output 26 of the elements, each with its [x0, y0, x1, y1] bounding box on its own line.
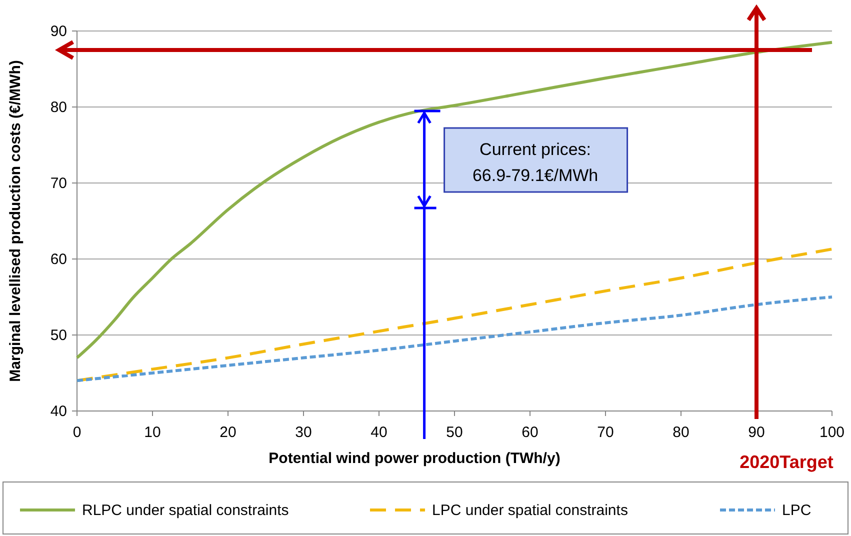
- x-tick-label: 50: [446, 424, 463, 441]
- x-tick-label: 90: [748, 424, 765, 441]
- annotation: Current prices: 66.9-79.1€/MWh: [472, 140, 598, 185]
- y-tick-label: 40: [50, 403, 67, 420]
- y-axis-title: Marginal levellised production costs (€/MWh): [7, 60, 24, 382]
- legend-label: LPC under spatial constraints: [432, 502, 628, 519]
- y-tick-label: 50: [50, 327, 67, 344]
- x-tick-label: 30: [295, 424, 312, 441]
- x-tick-label: 40: [370, 424, 388, 441]
- x-tick-label: 60: [522, 424, 538, 441]
- x-axis-title: Potential wind power production (TWh/y): [268, 450, 560, 467]
- y-tick-label: 70: [50, 175, 67, 192]
- legend-label: LPC: [782, 502, 812, 519]
- y-tick-label: 80: [50, 99, 67, 116]
- legend-label: RLPC under spatial constraints: [82, 502, 289, 519]
- x-tick-label: 20: [220, 424, 236, 441]
- y-tick-label: 90: [50, 23, 67, 40]
- line-series: [76, 40, 834, 360]
- x-tick-label: 80: [672, 424, 690, 441]
- ref-line-label: 2020Target: [740, 452, 834, 472]
- line-series: [76, 296, 834, 382]
- x-tick-label: 10: [144, 424, 161, 441]
- x-tick-label: 70: [597, 424, 614, 441]
- x-tick-label: 0: [72, 424, 82, 441]
- x-tick-label: 100: [819, 424, 845, 441]
- y-tick-label: 60: [50, 251, 67, 268]
